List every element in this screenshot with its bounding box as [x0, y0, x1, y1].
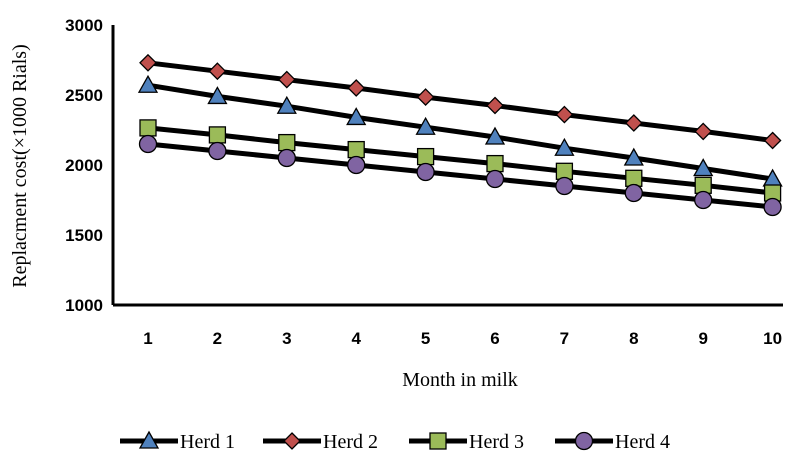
data-point: [624, 114, 643, 132]
x-tick-label: 6: [490, 329, 499, 348]
legend-item-1: Herd 1: [120, 430, 235, 453]
data-point: [693, 158, 714, 177]
y-tick-label: 3000: [65, 16, 103, 35]
data-point: [555, 176, 574, 196]
data-point: [484, 126, 506, 145]
y-tick-label: 2000: [65, 156, 103, 175]
series-3: [139, 119, 782, 202]
data-point: [277, 148, 296, 168]
x-axis-title: Month in milk: [402, 369, 518, 391]
legend-label: Herd 2: [323, 431, 378, 453]
data-point: [624, 183, 643, 203]
data-point: [416, 88, 435, 107]
series-line: [147, 125, 773, 196]
data-point: [694, 190, 713, 210]
data-point: [347, 79, 366, 97]
x-tick-label: 7: [560, 329, 569, 348]
y-tick-label: 1500: [65, 226, 103, 245]
data-point: [416, 162, 435, 182]
legend-marker: [138, 430, 160, 449]
x-tick-labels: 1 2 3 4 5 6 7 8 9 10: [143, 329, 782, 348]
series-4: [138, 134, 782, 217]
data-point: [486, 96, 504, 115]
data-point: [208, 141, 227, 161]
data-point: [763, 131, 782, 150]
x-tick-label: 4: [351, 329, 361, 348]
data-point: [555, 105, 574, 124]
data-point: [208, 126, 227, 144]
data-point: [277, 70, 296, 89]
legend: Herd 1 Herd 2 Herd 3 Herd 4: [120, 430, 670, 453]
legend-label: Herd 1: [180, 431, 235, 453]
data-point: [486, 154, 504, 173]
data-point: [347, 140, 365, 159]
y-axis-title: Replacment cost(×1000 Rials): [9, 44, 31, 287]
data-point: [207, 86, 228, 105]
data-point: [694, 122, 713, 141]
x-tick-label: 2: [213, 329, 222, 348]
series-1: [137, 74, 783, 187]
data-point: [138, 134, 158, 154]
data-point: [416, 147, 435, 166]
data-point: [208, 62, 227, 81]
x-tick-label: 1: [143, 329, 152, 348]
legend-item-3: Herd 3: [409, 431, 524, 453]
legend-label: Herd 3: [469, 431, 524, 453]
series-line: [147, 141, 773, 210]
y-tick-label: 2500: [65, 86, 103, 105]
legend-marker: [429, 432, 447, 450]
legend-label: Herd 4: [615, 431, 670, 453]
data-point: [137, 74, 159, 93]
data-point: [276, 95, 297, 114]
data-point: [347, 155, 366, 175]
data-point: [415, 116, 436, 135]
legend-marker: [574, 431, 594, 451]
x-tick-label: 5: [421, 329, 430, 348]
legend-item-4: Herd 4: [555, 431, 670, 453]
series-line: [147, 60, 773, 143]
data-point: [623, 147, 644, 166]
series-line: [147, 82, 773, 182]
data-point: [139, 119, 157, 137]
data-point: [763, 197, 782, 217]
x-tick-label: 10: [763, 329, 782, 348]
x-tick-label: 9: [698, 329, 707, 348]
axes: [111, 25, 783, 307]
series-2: [139, 53, 782, 150]
data-point: [278, 133, 296, 152]
y-tick-label: 1000: [65, 296, 103, 315]
data-point: [346, 107, 367, 126]
legend-marker: [283, 432, 301, 450]
y-tick-labels: 1000 1500 2000 2500 3000: [65, 16, 103, 315]
x-tick-label: 3: [282, 329, 291, 348]
data-point: [139, 53, 157, 72]
data-point: [485, 169, 505, 189]
data-point: [554, 137, 575, 156]
legend-item-2: Herd 2: [263, 431, 378, 453]
series-layer: [137, 53, 783, 217]
x-tick-label: 8: [629, 329, 638, 348]
